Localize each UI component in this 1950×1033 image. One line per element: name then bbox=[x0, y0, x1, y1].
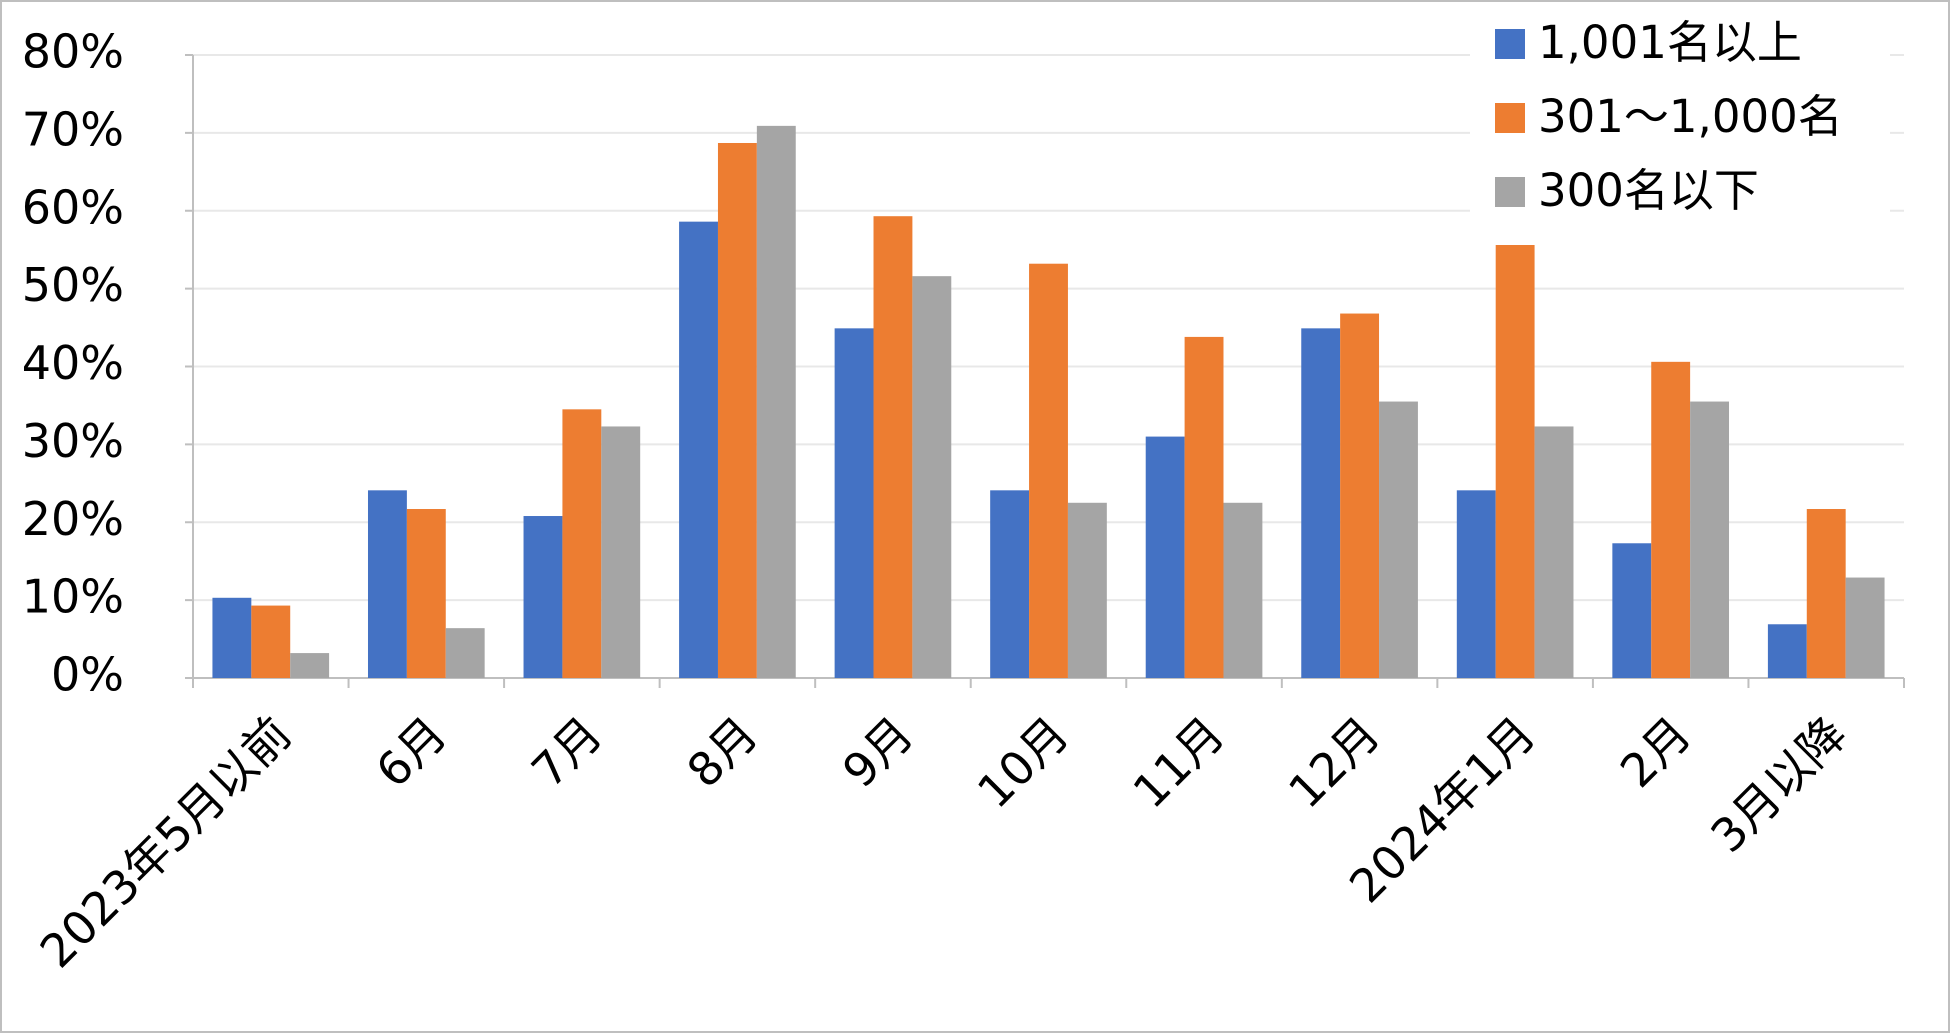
legend-label: 300名以下 bbox=[1538, 164, 1759, 217]
legend-background bbox=[1470, 10, 1890, 245]
y-tick-label: 50% bbox=[22, 258, 124, 312]
bar bbox=[756, 125, 796, 678]
bar bbox=[367, 490, 407, 678]
legend-swatch bbox=[1495, 177, 1525, 207]
bar bbox=[1845, 577, 1885, 678]
bar bbox=[1534, 426, 1574, 678]
bar bbox=[251, 605, 291, 678]
legend-swatch bbox=[1495, 29, 1525, 59]
y-tick-label: 70% bbox=[22, 102, 124, 156]
bar bbox=[1456, 490, 1496, 678]
bar bbox=[679, 221, 718, 678]
bar bbox=[1495, 238, 1535, 678]
bar bbox=[1029, 263, 1068, 678]
bar bbox=[290, 653, 330, 678]
bar bbox=[1301, 328, 1341, 678]
bar bbox=[406, 509, 446, 678]
legend-label: 301～1,000名 bbox=[1538, 90, 1843, 143]
bar bbox=[1690, 401, 1730, 678]
bar bbox=[990, 490, 1030, 678]
y-tick-label: 80% bbox=[22, 25, 124, 79]
bar bbox=[523, 516, 563, 678]
bar bbox=[1612, 543, 1652, 678]
bar bbox=[601, 426, 641, 678]
y-tick-label: 30% bbox=[22, 414, 124, 468]
bar bbox=[1145, 436, 1185, 678]
bar bbox=[445, 628, 485, 678]
bar bbox=[562, 409, 602, 678]
bar bbox=[1223, 502, 1263, 678]
bar bbox=[834, 328, 874, 678]
y-tick-label: 60% bbox=[22, 180, 124, 234]
y-tick-label: 40% bbox=[22, 336, 124, 390]
legend-label: 1,001名以上 bbox=[1538, 16, 1802, 69]
bar bbox=[1806, 509, 1846, 678]
bar bbox=[912, 276, 952, 678]
legend-swatch bbox=[1495, 103, 1525, 133]
bar bbox=[1340, 313, 1380, 678]
bar bbox=[212, 597, 252, 678]
bar bbox=[1651, 361, 1691, 678]
bar bbox=[1067, 502, 1107, 678]
bar bbox=[1767, 624, 1807, 678]
bar bbox=[1379, 401, 1418, 678]
bar bbox=[1184, 336, 1224, 678]
bar bbox=[717, 142, 757, 678]
y-tick-label: 20% bbox=[22, 492, 124, 546]
bar bbox=[873, 216, 913, 679]
y-tick-label: 0% bbox=[51, 648, 124, 702]
y-tick-label: 10% bbox=[22, 570, 124, 624]
